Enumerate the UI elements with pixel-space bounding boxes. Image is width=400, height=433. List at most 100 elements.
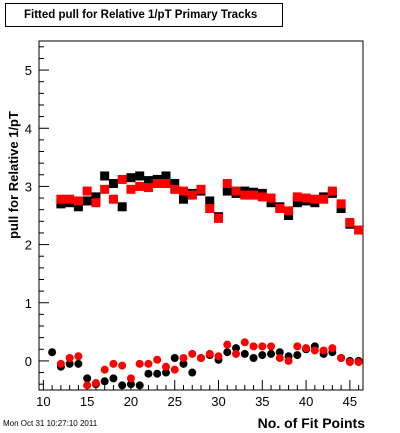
data-point-square — [100, 171, 110, 181]
data-point-circle — [214, 352, 223, 361]
data-point-square — [135, 171, 145, 181]
data-point-square — [161, 179, 171, 189]
data-point-circle — [240, 349, 249, 358]
data-point-square — [143, 176, 153, 186]
data-point-circle — [293, 342, 302, 351]
data-point-square — [65, 194, 75, 204]
data-point-square — [143, 183, 153, 193]
data-point-circle — [345, 358, 354, 367]
data-point-square — [327, 186, 337, 196]
data-point-circle — [100, 377, 109, 386]
data-point-square — [240, 190, 250, 200]
data-point-square — [205, 204, 215, 214]
data-point-circle — [249, 354, 258, 363]
data-point-circle — [144, 369, 153, 378]
data-point-square — [231, 186, 241, 196]
data-point-square — [82, 196, 92, 206]
data-point-circle — [126, 374, 135, 383]
x-tick-label: 20 — [124, 394, 138, 409]
data-point-square — [126, 173, 136, 183]
data-point-square — [117, 174, 127, 184]
data-point-square — [292, 198, 302, 208]
data-point-square — [354, 225, 364, 235]
x-tick-label: 25 — [167, 394, 181, 409]
data-point-circle — [232, 349, 241, 358]
data-point-circle — [302, 344, 311, 353]
data-point-square — [257, 192, 267, 202]
x-tick-label: 10 — [36, 394, 50, 409]
data-point-square — [56, 194, 66, 204]
data-point-circle — [205, 349, 214, 358]
plot-frame — [38, 40, 364, 391]
data-point-circle — [284, 356, 293, 365]
data-point-circle — [223, 348, 232, 357]
data-point-circle — [74, 359, 83, 368]
data-point-circle — [153, 369, 162, 378]
data-point-square — [108, 194, 118, 204]
data-point-square — [336, 204, 346, 214]
data-point-square — [100, 184, 110, 194]
data-point-circle — [188, 368, 197, 377]
data-point-circle — [100, 365, 109, 374]
data-point-square — [336, 199, 346, 209]
data-point-circle — [170, 365, 179, 374]
data-point-circle — [319, 346, 328, 355]
data-point-square — [117, 202, 127, 212]
y-axis-title: pull for Relative 1/pT — [6, 111, 21, 239]
data-point-square — [249, 190, 259, 200]
data-point-circle — [293, 351, 302, 360]
data-point-circle — [258, 351, 267, 360]
data-point-square — [319, 194, 329, 204]
y-tick-label: 0 — [25, 354, 32, 369]
data-point-circle — [56, 359, 65, 368]
y-tick-label: 2 — [25, 238, 32, 253]
x-tick-label: 45 — [343, 394, 357, 409]
data-point-circle — [179, 359, 188, 368]
data-point-square — [178, 186, 188, 196]
data-point-circle — [118, 361, 127, 370]
data-point-square — [196, 184, 206, 194]
data-point-square — [82, 186, 92, 196]
data-point-circle — [179, 354, 188, 363]
y-tick-label: 5 — [25, 63, 32, 78]
data-point-square — [345, 217, 355, 227]
data-point-square — [266, 193, 276, 203]
data-point-square — [126, 184, 136, 194]
series-3 — [56, 174, 364, 235]
data-point-square — [301, 193, 311, 203]
data-point-square — [56, 199, 66, 209]
data-point-circle — [135, 359, 144, 368]
data-point-square — [266, 198, 276, 208]
data-point-square — [187, 190, 197, 200]
data-point-circle — [65, 354, 74, 363]
x-axis-title: No. of Fit Points — [258, 415, 366, 431]
data-point-square — [152, 179, 162, 189]
data-point-square — [178, 194, 188, 204]
data-point-circle — [275, 354, 284, 363]
series-4 — [56, 338, 363, 390]
data-point-circle — [161, 362, 170, 371]
data-point-circle — [232, 344, 241, 353]
data-point-circle — [223, 340, 232, 349]
data-point-circle — [109, 374, 118, 383]
data-point-circle — [153, 355, 162, 364]
data-point-square — [73, 196, 83, 206]
data-point-circle — [135, 381, 144, 390]
data-point-square — [222, 186, 232, 196]
data-point-square — [292, 192, 302, 202]
data-point-circle — [337, 354, 346, 363]
x-tick-label: 15 — [80, 394, 94, 409]
data-point-circle — [354, 358, 363, 367]
data-point-circle — [161, 368, 170, 377]
data-point-circle — [74, 352, 83, 361]
data-point-square — [108, 179, 118, 189]
data-point-circle — [83, 374, 92, 383]
data-point-circle — [240, 338, 249, 347]
data-point-square — [205, 196, 215, 206]
data-point-circle — [328, 344, 337, 353]
data-point-circle — [144, 359, 153, 368]
data-point-circle — [310, 346, 319, 355]
y-tick-label: 3 — [25, 179, 32, 194]
